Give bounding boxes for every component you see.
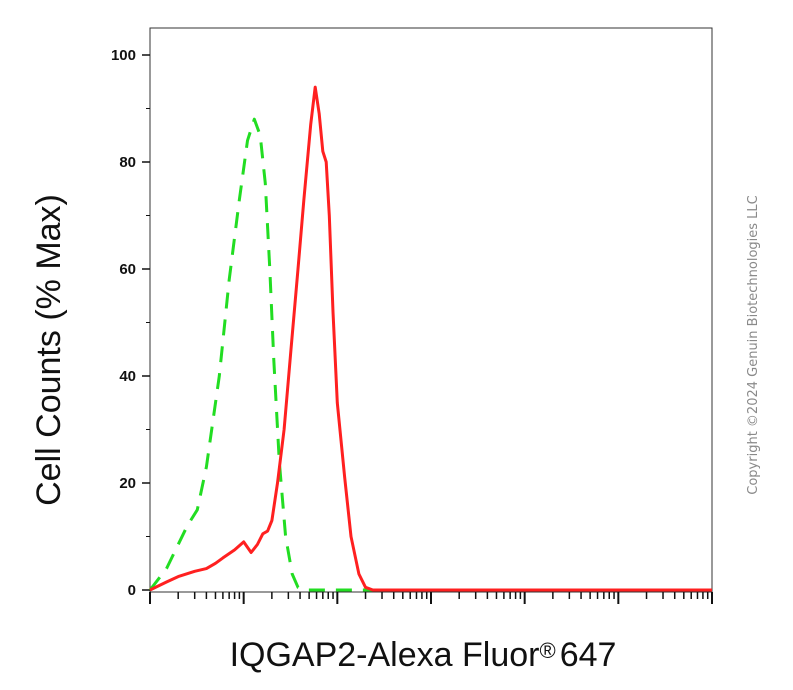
- y-tick-label-0: 0: [128, 582, 136, 599]
- x-axis: [149, 592, 713, 604]
- y-axis: 0 20 40 60 80 100: [111, 47, 150, 599]
- y-tick-label-20: 20: [119, 475, 136, 492]
- y-tick-label-60: 60: [119, 261, 136, 278]
- series-line-0: [148, 117, 712, 592]
- y-tick-label-100: 100: [111, 47, 136, 64]
- series-layer: [148, 85, 712, 592]
- x-axis-title-suffix: 647: [560, 636, 617, 674]
- y-axis-title: Cell Counts (% Max): [30, 194, 68, 506]
- x-axis-title: IQGAP2-Alexa Fluor® 647: [230, 636, 617, 674]
- x-axis-title-text: IQGAP2-Alexa Fluor: [230, 636, 540, 674]
- registered-mark: ®: [539, 638, 555, 663]
- series-line-1: [149, 85, 712, 592]
- copyright-text: Copyright ©2024 Genuin Biotechnologies L…: [746, 195, 761, 494]
- y-tick-label-40: 40: [119, 368, 136, 385]
- plot-frame: [149, 27, 713, 593]
- y-tick-label-80: 80: [119, 154, 136, 171]
